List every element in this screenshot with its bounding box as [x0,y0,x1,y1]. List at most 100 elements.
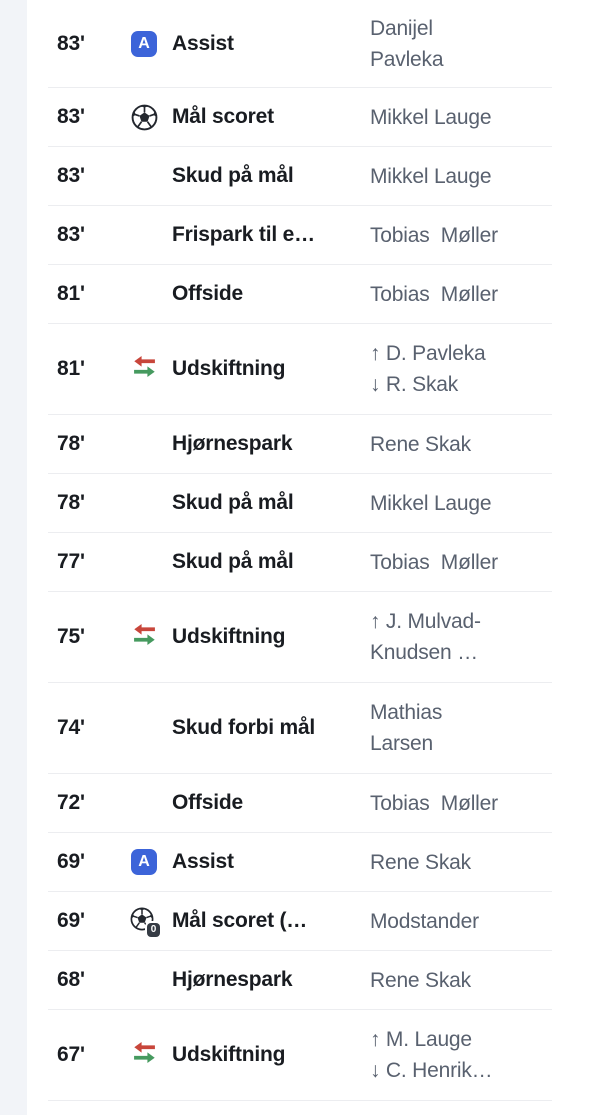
event-icon-slot [116,354,172,384]
event-time: 78' [57,432,85,455]
player-name-line: Tobias Møller [370,791,498,815]
event-time: 83' [57,105,85,128]
event-name: Skud på mål [172,491,294,514]
event-row: 69' 0 Mål scoret (… Modstander [48,892,552,951]
player-name-line: Tobias Møller [370,550,498,574]
event-name: Skud på mål [172,164,294,187]
event-row: 78' Skud på mål Mikkel Lauge [48,474,552,533]
event-name: Hjørnespark [172,432,293,455]
event-name: Hjørnespark [172,968,293,991]
substitution-arrows-icon [132,622,157,652]
event-time: 72' [57,791,85,814]
event-name: Udskiftning [172,1043,286,1066]
player-name-line: Danijel [370,16,433,40]
match-events-list[interactable]: 83' A Assist Danijel Pavleka 83' Mål scor… [27,0,600,1115]
event-row: 68' Hjørnespark Rene Skak [48,951,552,1010]
event-icon-slot: A [116,849,172,875]
event-name: Offside [172,282,243,305]
event-icon-slot: A [116,30,172,57]
opponent-goal-icon: 0 [130,907,160,937]
player-name-line: ↑ J. Mulvad- [370,610,481,633]
player-name-line: Modstander [370,909,479,933]
event-player: Tobias Møller [370,788,552,819]
player-name-line: Mikkel Lauge [370,164,492,188]
event-name: Udskiftning [172,357,286,380]
event-time: 78' [57,491,85,514]
event-time: 81' [57,282,85,305]
event-player: Tobias Møller [370,279,552,310]
event-player: Mikkel Lauge [370,488,552,519]
event-row: 69' A Assist Rene Skak [48,833,552,892]
event-icon-slot: 0 [116,907,172,937]
player-name-line: Tobias Møller [370,223,498,247]
player-name-line: ↓ C. Henrik… [370,1059,493,1082]
player-name-line: ↓ R. Skak [370,373,459,396]
event-icon-slot [116,622,172,652]
event-icon-slot [116,104,172,131]
player-name-line: Rene Skak [370,968,471,992]
event-row: 83' Mål scoret Mikkel Lauge [48,88,552,147]
event-player: ↑ J. Mulvad- Knudsen … [370,606,552,668]
player-name-line: Rene Skak [370,432,471,456]
event-time: 83' [57,223,85,246]
event-player: Rene Skak [370,847,552,878]
substitution-arrows-icon [132,354,157,384]
event-player: Mathias Larsen [370,697,552,759]
event-row: 83' Frispark til e… Tobias Møller [48,206,552,265]
event-row: 74' Skud forbi mål Mathias Larsen [48,683,552,774]
event-row: 75' Udskiftning ↑ J. Mulvad- Knudsen … [48,592,552,683]
event-name: Frispark til e… [172,223,315,246]
event-player: Rene Skak [370,965,552,996]
player-name-line: Knudsen … [370,641,478,664]
player-name-line: Larsen [370,732,434,755]
event-time: 69' [57,909,85,932]
event-player: Modstander [370,906,552,937]
player-name-line: Rene Skak [370,850,471,874]
player-name-line: Mikkel Lauge [370,105,492,129]
event-name: Assist [172,850,234,873]
event-time: 77' [57,550,85,573]
event-player: Danijel Pavleka [370,13,552,75]
event-row: 67' Udskiftning ↑ M. Lauge ↓ C. Henrik… [48,1010,552,1101]
opponent-goal-badge: 0 [147,923,160,937]
event-player: Tobias Møller [370,547,552,578]
event-name: Assist [172,31,234,55]
assist-badge-icon: A [131,849,157,875]
player-name-line: Tobias Møller [370,282,498,306]
event-name: Mål scoret (… [172,909,308,932]
event-name: Offside [172,791,243,814]
event-player: Rene Skak [370,429,552,460]
event-time: 74' [57,716,85,739]
event-name: Udskiftning [172,625,286,648]
event-player: Mikkel Lauge [370,102,552,133]
event-row: 83' Skud på mål Mikkel Lauge [48,147,552,206]
event-name: Mål scoret [172,105,274,128]
player-name-line: ↑ M. Lauge [370,1028,472,1051]
player-name-line: Mikkel Lauge [370,491,492,515]
event-player: ↑ D. Pavleka ↓ R. Skak [370,338,552,400]
event-row: 83' A Assist Danijel Pavleka [48,0,552,88]
event-player: ↑ M. Lauge ↓ C. Henrik… [370,1024,552,1086]
event-time: 69' [57,850,85,873]
event-player: Tobias Møller [370,220,552,251]
event-player: Mikkel Lauge [370,161,552,192]
event-row: 72' Offside Tobias Møller [48,774,552,833]
assist-badge-icon: A [131,30,157,57]
soccer-ball-icon [131,104,158,131]
event-icon-slot [116,1040,172,1070]
event-row: 81' Offside Tobias Møller [48,265,552,324]
event-time: 83' [57,164,85,187]
event-time: 67' [57,1043,85,1066]
event-name: Skud forbi mål [172,716,316,739]
event-time: 83' [57,31,85,55]
event-row: 77' Skud på mål Tobias Møller [48,533,552,592]
player-name-line: ↑ D. Pavleka [370,342,486,365]
event-time: 68' [57,968,85,991]
event-name: Skud på mål [172,550,294,573]
event-time: 75' [57,625,85,648]
player-name-line: Pavleka [370,47,444,71]
player-name-line: Mathias [370,701,443,724]
event-row: 81' Udskiftning ↑ D. Pavleka ↓ R. Skak [48,324,552,415]
substitution-arrows-icon [132,1040,157,1070]
page-background-gutter [0,0,27,1115]
